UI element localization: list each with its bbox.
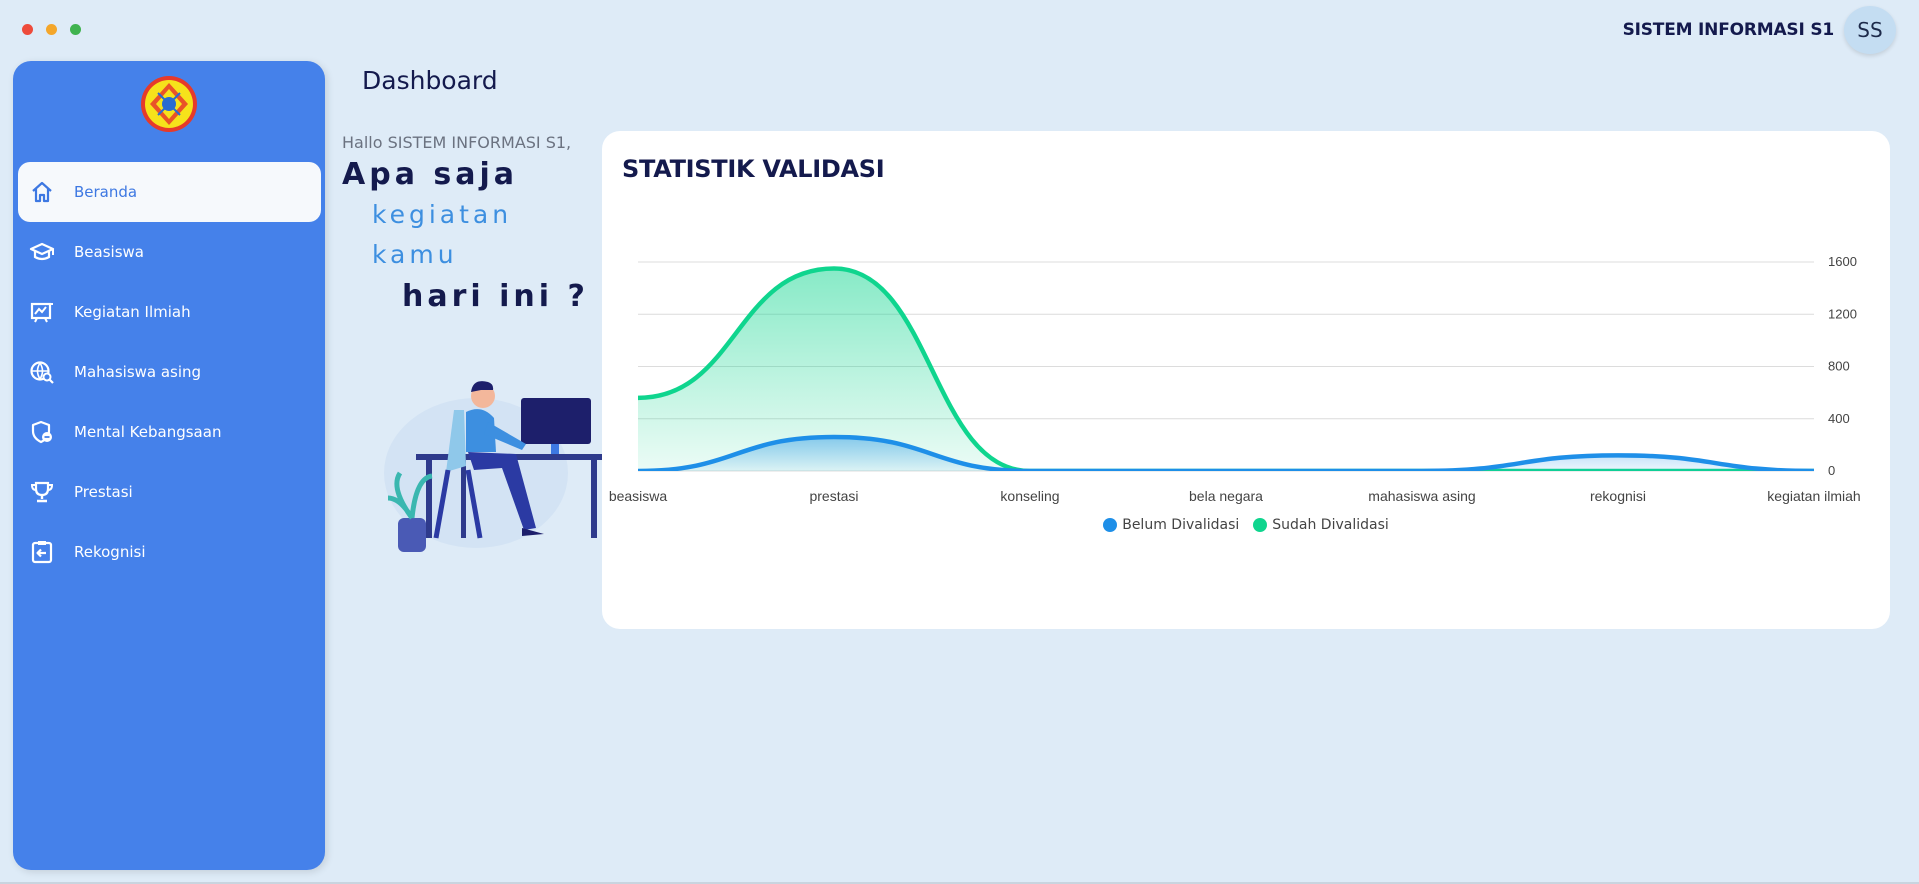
series-line-1[interactable] bbox=[638, 266, 1814, 471]
y-tick-label: 1200 bbox=[1828, 306, 1857, 321]
x-tick-label: mahasiswa asing bbox=[1368, 488, 1475, 504]
avatar[interactable]: SS bbox=[1844, 6, 1896, 54]
chart-legend: Belum Divalidasi Sudah Divalidasi bbox=[602, 517, 1890, 533]
sidebar-item-beranda[interactable]: Beranda bbox=[18, 162, 321, 222]
person-at-desk-illustration bbox=[384, 381, 602, 552]
sidebar: Beranda Beasiswa Kegiatan Ilmiah Mahasis… bbox=[13, 61, 325, 870]
shield-user-icon bbox=[29, 419, 55, 445]
x-tick-label: bela negara bbox=[1189, 488, 1263, 504]
sidebar-item-rekognisi[interactable]: Rekognisi bbox=[18, 522, 321, 582]
x-tick-label: prestasi bbox=[809, 488, 858, 504]
tagline-line-2: kegiatan bbox=[372, 200, 513, 229]
x-tick-label: rekognisi bbox=[1590, 488, 1646, 504]
graduation-cap-icon bbox=[29, 239, 55, 265]
tagline-line-1: Apa saja bbox=[342, 157, 519, 192]
user-name: SISTEM INFORMASI S1 bbox=[1622, 20, 1835, 40]
sidebar-item-label: Prestasi bbox=[74, 483, 133, 501]
window-controls bbox=[22, 24, 81, 35]
sidebar-item-label: Beasiswa bbox=[74, 243, 144, 261]
sidebar-item-prestasi[interactable]: Prestasi bbox=[18, 462, 321, 522]
sidebar-item-label: Mahasiswa asing bbox=[74, 363, 202, 381]
sidebar-item-label: Rekognisi bbox=[74, 543, 146, 561]
legend-dot bbox=[1253, 518, 1268, 532]
x-tick-label: kegiatan ilmiah bbox=[1767, 488, 1860, 504]
tagline-line-4: hari ini ? bbox=[402, 279, 589, 314]
sidebar-item-kegiatan-ilmiah[interactable]: Kegiatan Ilmiah bbox=[18, 282, 321, 342]
sidebar-item-label: Mental Kebangsaan bbox=[74, 423, 222, 441]
maximize-window-dot[interactable] bbox=[70, 24, 81, 35]
legend-label: Belum Divalidasi bbox=[1122, 517, 1240, 533]
x-tick-label: beasiswa bbox=[609, 488, 668, 504]
user-menu[interactable]: SISTEM INFORMASI S1 SS bbox=[1623, 6, 1896, 54]
minimize-window-dot[interactable] bbox=[46, 24, 57, 35]
y-tick-label: 1600 bbox=[1828, 254, 1857, 269]
close-window-dot[interactable] bbox=[22, 24, 33, 35]
y-tick-label: 400 bbox=[1828, 411, 1850, 426]
card-title: STATISTIK VALIDASI bbox=[622, 155, 885, 183]
legend-label: Sudah Divalidasi bbox=[1272, 517, 1389, 533]
page-title: Dashboard bbox=[362, 66, 498, 95]
series-area-0 bbox=[638, 437, 1814, 471]
legend-item[interactable]: Belum Divalidasi bbox=[1103, 517, 1239, 533]
y-tick-label: 800 bbox=[1828, 359, 1850, 374]
y-tick-label: 0 bbox=[1828, 463, 1835, 478]
trophy-icon bbox=[29, 479, 55, 505]
tagline-line-3: kamu bbox=[372, 240, 458, 269]
sidebar-item-label: Beranda bbox=[74, 183, 138, 201]
validation-area-chart: 0 400 800 1200 1600 beasiswa prestasi konseling… bbox=[609, 254, 1861, 504]
validation-stats-card: STATISTIK VALIDASI 0 400 800 1200 1600 beasis… bbox=[602, 131, 1890, 629]
university-logo-icon bbox=[141, 76, 197, 132]
sidebar-item-label: Kegiatan Ilmiah bbox=[74, 303, 191, 321]
series-area-1 bbox=[638, 268, 1814, 471]
sidebar-nav: Beranda Beasiswa Kegiatan Ilmiah Mahasis… bbox=[18, 162, 321, 582]
globe-search-icon bbox=[29, 359, 55, 385]
home-icon bbox=[29, 179, 55, 205]
legend-item[interactable]: Sudah Divalidasi bbox=[1253, 517, 1389, 533]
sidebar-item-mahasiswa-asing[interactable]: Mahasiswa asing bbox=[18, 342, 321, 402]
legend-dot bbox=[1103, 518, 1118, 532]
greeting-text: Hallo SISTEM INFORMASI S1, bbox=[342, 133, 572, 152]
x-tick-label: konseling bbox=[1000, 488, 1059, 504]
window-bottom-border bbox=[0, 882, 1919, 884]
sidebar-item-mental-kebangsaan[interactable]: Mental Kebangsaan bbox=[18, 402, 321, 462]
sidebar-item-beasiswa[interactable]: Beasiswa bbox=[18, 222, 321, 282]
series-line-0[interactable] bbox=[638, 434, 1814, 471]
clipboard-arrow-icon bbox=[29, 539, 55, 565]
science-board-icon bbox=[29, 299, 55, 325]
plot-area bbox=[638, 266, 1814, 471]
